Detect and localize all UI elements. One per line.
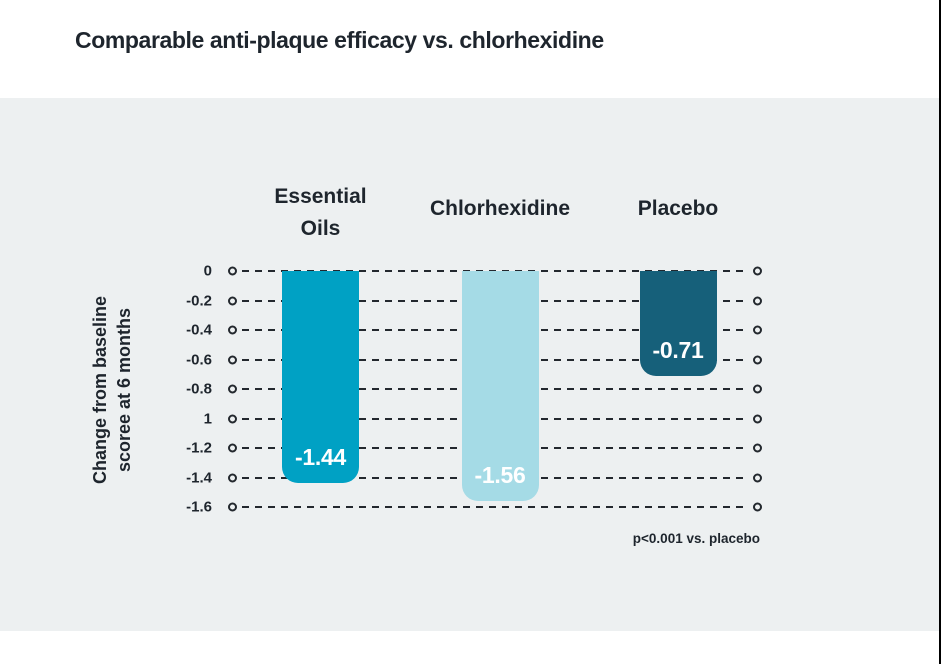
y-tick-label: -0.6 (186, 351, 212, 368)
bar-value-label: -0.71 (652, 336, 704, 363)
y-tick-label: 1 (203, 410, 212, 427)
y-tick-label: -0.8 (186, 380, 212, 398)
header: Comparable anti-plaque efficacy vs. chlo… (0, 0, 941, 98)
y-tick-label: -1.2 (186, 439, 212, 457)
gridline-right-endcap-circle (753, 266, 762, 276)
gridline-left-endcap-circle (228, 384, 237, 394)
y-tick-label: 0 (203, 262, 212, 280)
gridline-right-endcap-circle (753, 325, 762, 335)
page-title: Comparable anti-plaque efficacy vs. chlo… (75, 27, 604, 53)
bar-chlorhexidine: -1.56 (461, 271, 539, 502)
y-axis-title-line-2: scoree at 6 months (114, 307, 134, 473)
gridline-right-endcap-circle (753, 355, 762, 364)
category-label-line: Chlorhexidine (429, 197, 571, 220)
bar-placebo: -0.71 (639, 271, 717, 376)
gridline-right-endcap-circle (753, 443, 762, 453)
significance-note: p<0.001 vs. placebo (632, 531, 760, 546)
bar-value-label: -1.44 (295, 444, 346, 471)
category-label-line: Essential (274, 185, 367, 208)
gridline-left-endcap-circle (228, 443, 237, 453)
bar-essential-oils: -1.44 (282, 271, 359, 484)
category-label-line: Placebo (637, 197, 719, 220)
gridline-left-endcap-circle (228, 473, 237, 482)
window-right-border (939, 0, 941, 664)
y-axis-title: Change from baseline scoree at 6 months (88, 296, 136, 484)
gridline-right-endcap-circle (753, 296, 762, 305)
gridline-right-endcap-circle (753, 473, 762, 482)
y-tick-label: -1.6 (186, 498, 212, 516)
gridline-left-endcap-circle (228, 355, 237, 364)
y-axis-title-line-1: Change from baseline (90, 295, 110, 485)
gridline-right-endcap-circle (753, 414, 762, 423)
gridline-left-endcap-circle (228, 266, 237, 276)
category-label-placebo: Placebo (638, 193, 719, 225)
gridline-left-endcap-circle (228, 502, 237, 512)
gridline-left-endcap-circle (228, 296, 237, 305)
category-label-line: Oils (300, 217, 341, 240)
chart-panel: Change from baseline scoree at 6 months … (0, 98, 941, 631)
category-label-essential-oils: Essential Oils (274, 181, 366, 245)
gridline-right-endcap-circle (753, 384, 762, 394)
bar-value-label: -1.56 (474, 462, 526, 489)
y-tick-label: -0.4 (186, 321, 212, 339)
gridline-left-endcap-circle (228, 325, 237, 335)
gridline-right-endcap-circle (753, 502, 762, 512)
category-label-chlorhexidine: Chlorhexidine (430, 193, 570, 225)
y-tick-label: -1.4 (186, 469, 212, 486)
y-tick-label: -0.2 (186, 292, 212, 309)
gridline-left-endcap-circle (228, 414, 237, 423)
gridline (242, 506, 749, 508)
